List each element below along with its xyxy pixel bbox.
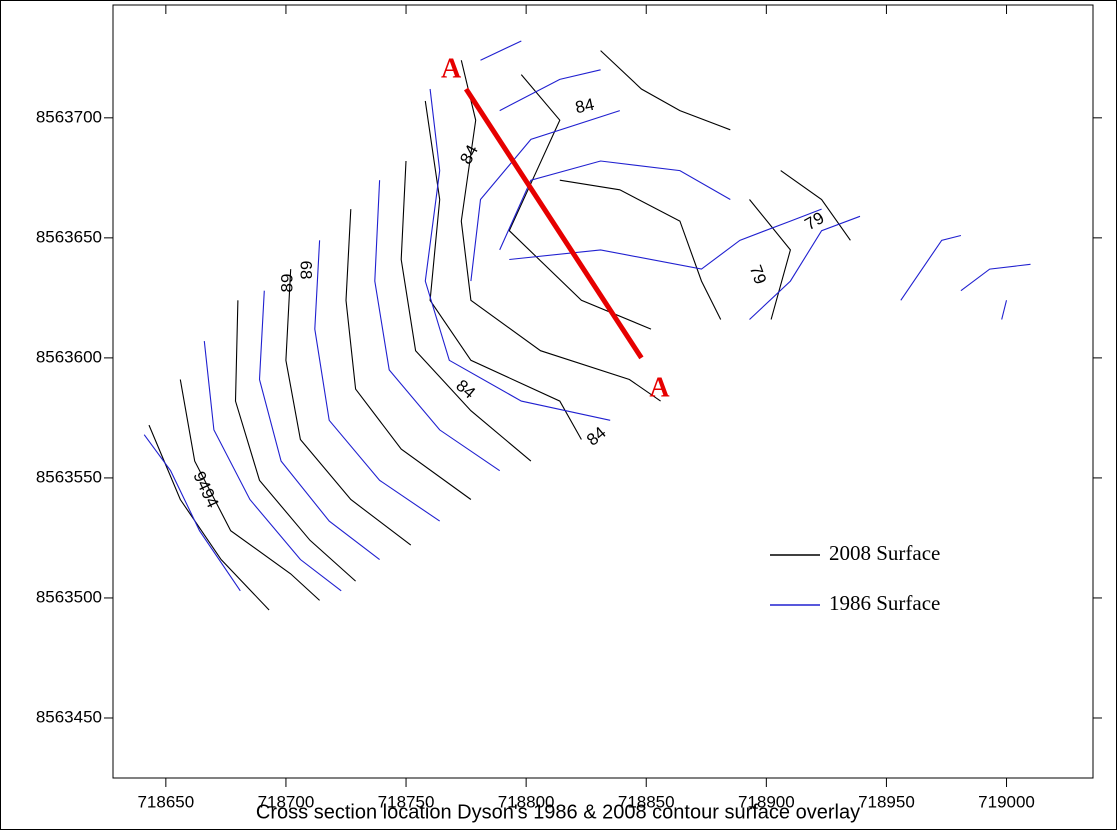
contour-label: 68	[297, 261, 316, 280]
contour-label: 89	[277, 274, 296, 293]
y-tick-label: 8563500	[36, 587, 102, 606]
x-tick-label: 718850	[618, 792, 675, 811]
x-tick-label: 718700	[258, 792, 315, 811]
section-label: A	[649, 372, 670, 403]
y-tick-label: 8563600	[36, 347, 102, 366]
y-tick-label: 8563550	[36, 467, 102, 486]
y-tick-label: 8563450	[36, 707, 102, 726]
legend-label: 1986 Surface	[829, 591, 940, 615]
legend-label: 2008 Surface	[829, 541, 940, 565]
x-tick-label: 718950	[858, 792, 915, 811]
section-label: A	[441, 53, 462, 84]
outer-border	[1, 1, 1117, 830]
y-tick-label: 8563650	[36, 227, 102, 246]
x-tick-label: 718900	[738, 792, 795, 811]
contour-label: 84	[574, 95, 596, 118]
x-tick-label: 718650	[137, 792, 194, 811]
x-tick-label: 718800	[498, 792, 555, 811]
y-tick-label: 8563700	[36, 107, 102, 126]
x-tick-label: 718750	[378, 792, 435, 811]
x-tick-label: 719000	[978, 792, 1035, 811]
chart: Cross section location Dyson's 1986 & 20…	[0, 0, 1117, 830]
